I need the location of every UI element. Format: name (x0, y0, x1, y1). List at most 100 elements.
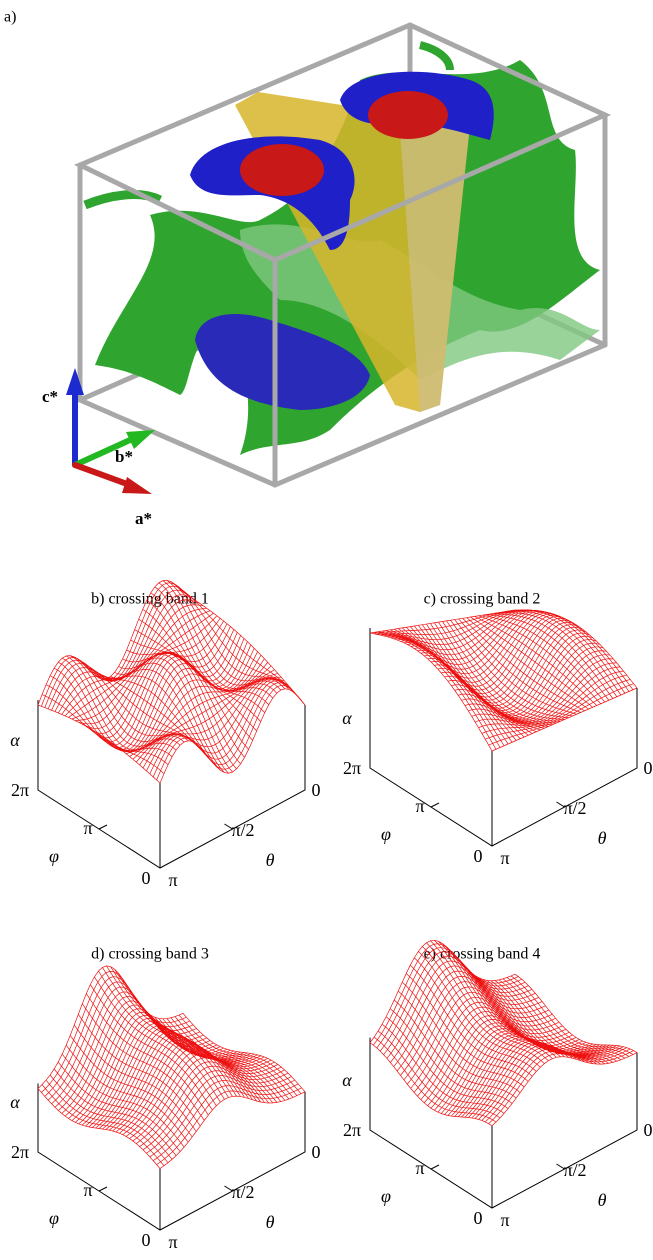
mesh-line (498, 979, 622, 1061)
theta-tick-label: 0 (312, 1142, 321, 1162)
phi-tick-label: 0 (474, 1208, 483, 1228)
mesh-line (514, 973, 638, 1053)
brillouin-box (73, 22, 612, 488)
mesh-line (51, 594, 197, 711)
tick (98, 1186, 108, 1192)
mesh-line (158, 1018, 282, 1102)
axis-line (37, 1083, 306, 1231)
z-label: α (10, 1092, 20, 1112)
theta-tick-label: π/2 (231, 820, 254, 840)
mesh-line (386, 960, 533, 1059)
mesh-line (383, 955, 529, 1055)
theta-tick-label: π (168, 1232, 177, 1252)
phi-tick-label: 0 (142, 1230, 151, 1250)
tick (224, 1185, 233, 1192)
theta-tick-label: π/2 (231, 1182, 254, 1202)
phi-tick-label: π (83, 1180, 92, 1200)
mesh-line (47, 981, 194, 1101)
phi-label: φ (381, 1186, 391, 1206)
mesh-line (162, 580, 286, 690)
axis-line (369, 1037, 638, 1209)
mesh-line (118, 973, 241, 1097)
theta-label: θ (598, 1190, 607, 1210)
phi-label: φ (49, 1208, 59, 1228)
mesh-line (146, 1075, 292, 1154)
mesh-line (182, 1013, 306, 1092)
mesh-line (490, 613, 614, 699)
theta-tick-label: 0 (644, 758, 653, 778)
mesh-line (174, 1016, 298, 1096)
mesh-line (373, 609, 519, 635)
phi-tick-label: π (415, 796, 424, 816)
theta-tick-label: π (168, 870, 177, 890)
phi-tick-label: 2π (343, 758, 361, 778)
z-label: α (342, 1070, 352, 1090)
mesh-line (397, 610, 543, 665)
mesh-line (514, 609, 638, 689)
mesh-line (386, 609, 532, 651)
phi-tick-label: π (83, 818, 92, 838)
theta-tick-label: π (500, 848, 509, 868)
theta-tick-label: 0 (644, 1120, 653, 1140)
phi-tick-label: 2π (11, 1142, 29, 1162)
mesh-line (385, 630, 509, 745)
tick (556, 801, 565, 808)
phi-tick-label: 2π (11, 780, 29, 800)
theta-tick-label: π/2 (563, 1160, 586, 1180)
phi-tick-label: 2π (343, 1120, 361, 1140)
tick (430, 802, 440, 808)
mesh-line (170, 581, 294, 692)
mesh-line (506, 977, 630, 1057)
mesh-line (400, 981, 546, 1076)
mesh-line (139, 1065, 285, 1147)
tick (224, 823, 233, 830)
mesh-line (37, 579, 184, 706)
axis-line (37, 700, 306, 869)
mesh-line (54, 599, 201, 712)
theta-label: θ (598, 828, 607, 848)
mesh-line (41, 970, 187, 1093)
phi-tick-label: π (415, 1158, 424, 1178)
mesh-line (390, 609, 536, 656)
mesh-line (494, 980, 618, 1062)
axis-label: b* (115, 447, 133, 466)
mesh-line (491, 1052, 638, 1127)
mesh-line (66, 655, 189, 747)
phi-label: φ (49, 846, 59, 866)
mesh-line (94, 674, 217, 767)
axis-label: a* (135, 509, 152, 528)
mesh-line (162, 1018, 286, 1101)
mesh-line (380, 609, 526, 640)
mesh-line (376, 947, 522, 1049)
tick (556, 1163, 565, 1170)
z-label: α (10, 730, 20, 750)
mesh-line (369, 939, 516, 1043)
subplot-title: d) crossing band 3 (91, 946, 209, 963)
mesh-line (158, 582, 282, 691)
mesh-line (490, 980, 614, 1063)
mesh-line (178, 1014, 302, 1094)
theta-tick-label: π/2 (563, 798, 586, 818)
mesh-line (178, 587, 302, 701)
theta-label: θ (266, 1212, 275, 1232)
theta-tick-label: π (500, 1210, 509, 1230)
theta-tick-label: 0 (312, 780, 321, 800)
mesh-line (159, 1091, 306, 1169)
mesh-line (142, 609, 265, 713)
mesh-line (383, 609, 529, 646)
mesh-line (373, 632, 497, 750)
mesh-line (122, 978, 245, 1098)
mesh-line (170, 1017, 294, 1098)
mesh-line (379, 951, 526, 1052)
mesh-line (494, 612, 618, 697)
mesh-line (498, 611, 622, 696)
mesh-line (434, 1025, 580, 1111)
mesh-line (47, 589, 194, 710)
mesh-line (373, 943, 519, 1046)
panel-label: a) (4, 9, 16, 26)
mesh-line (51, 986, 197, 1105)
